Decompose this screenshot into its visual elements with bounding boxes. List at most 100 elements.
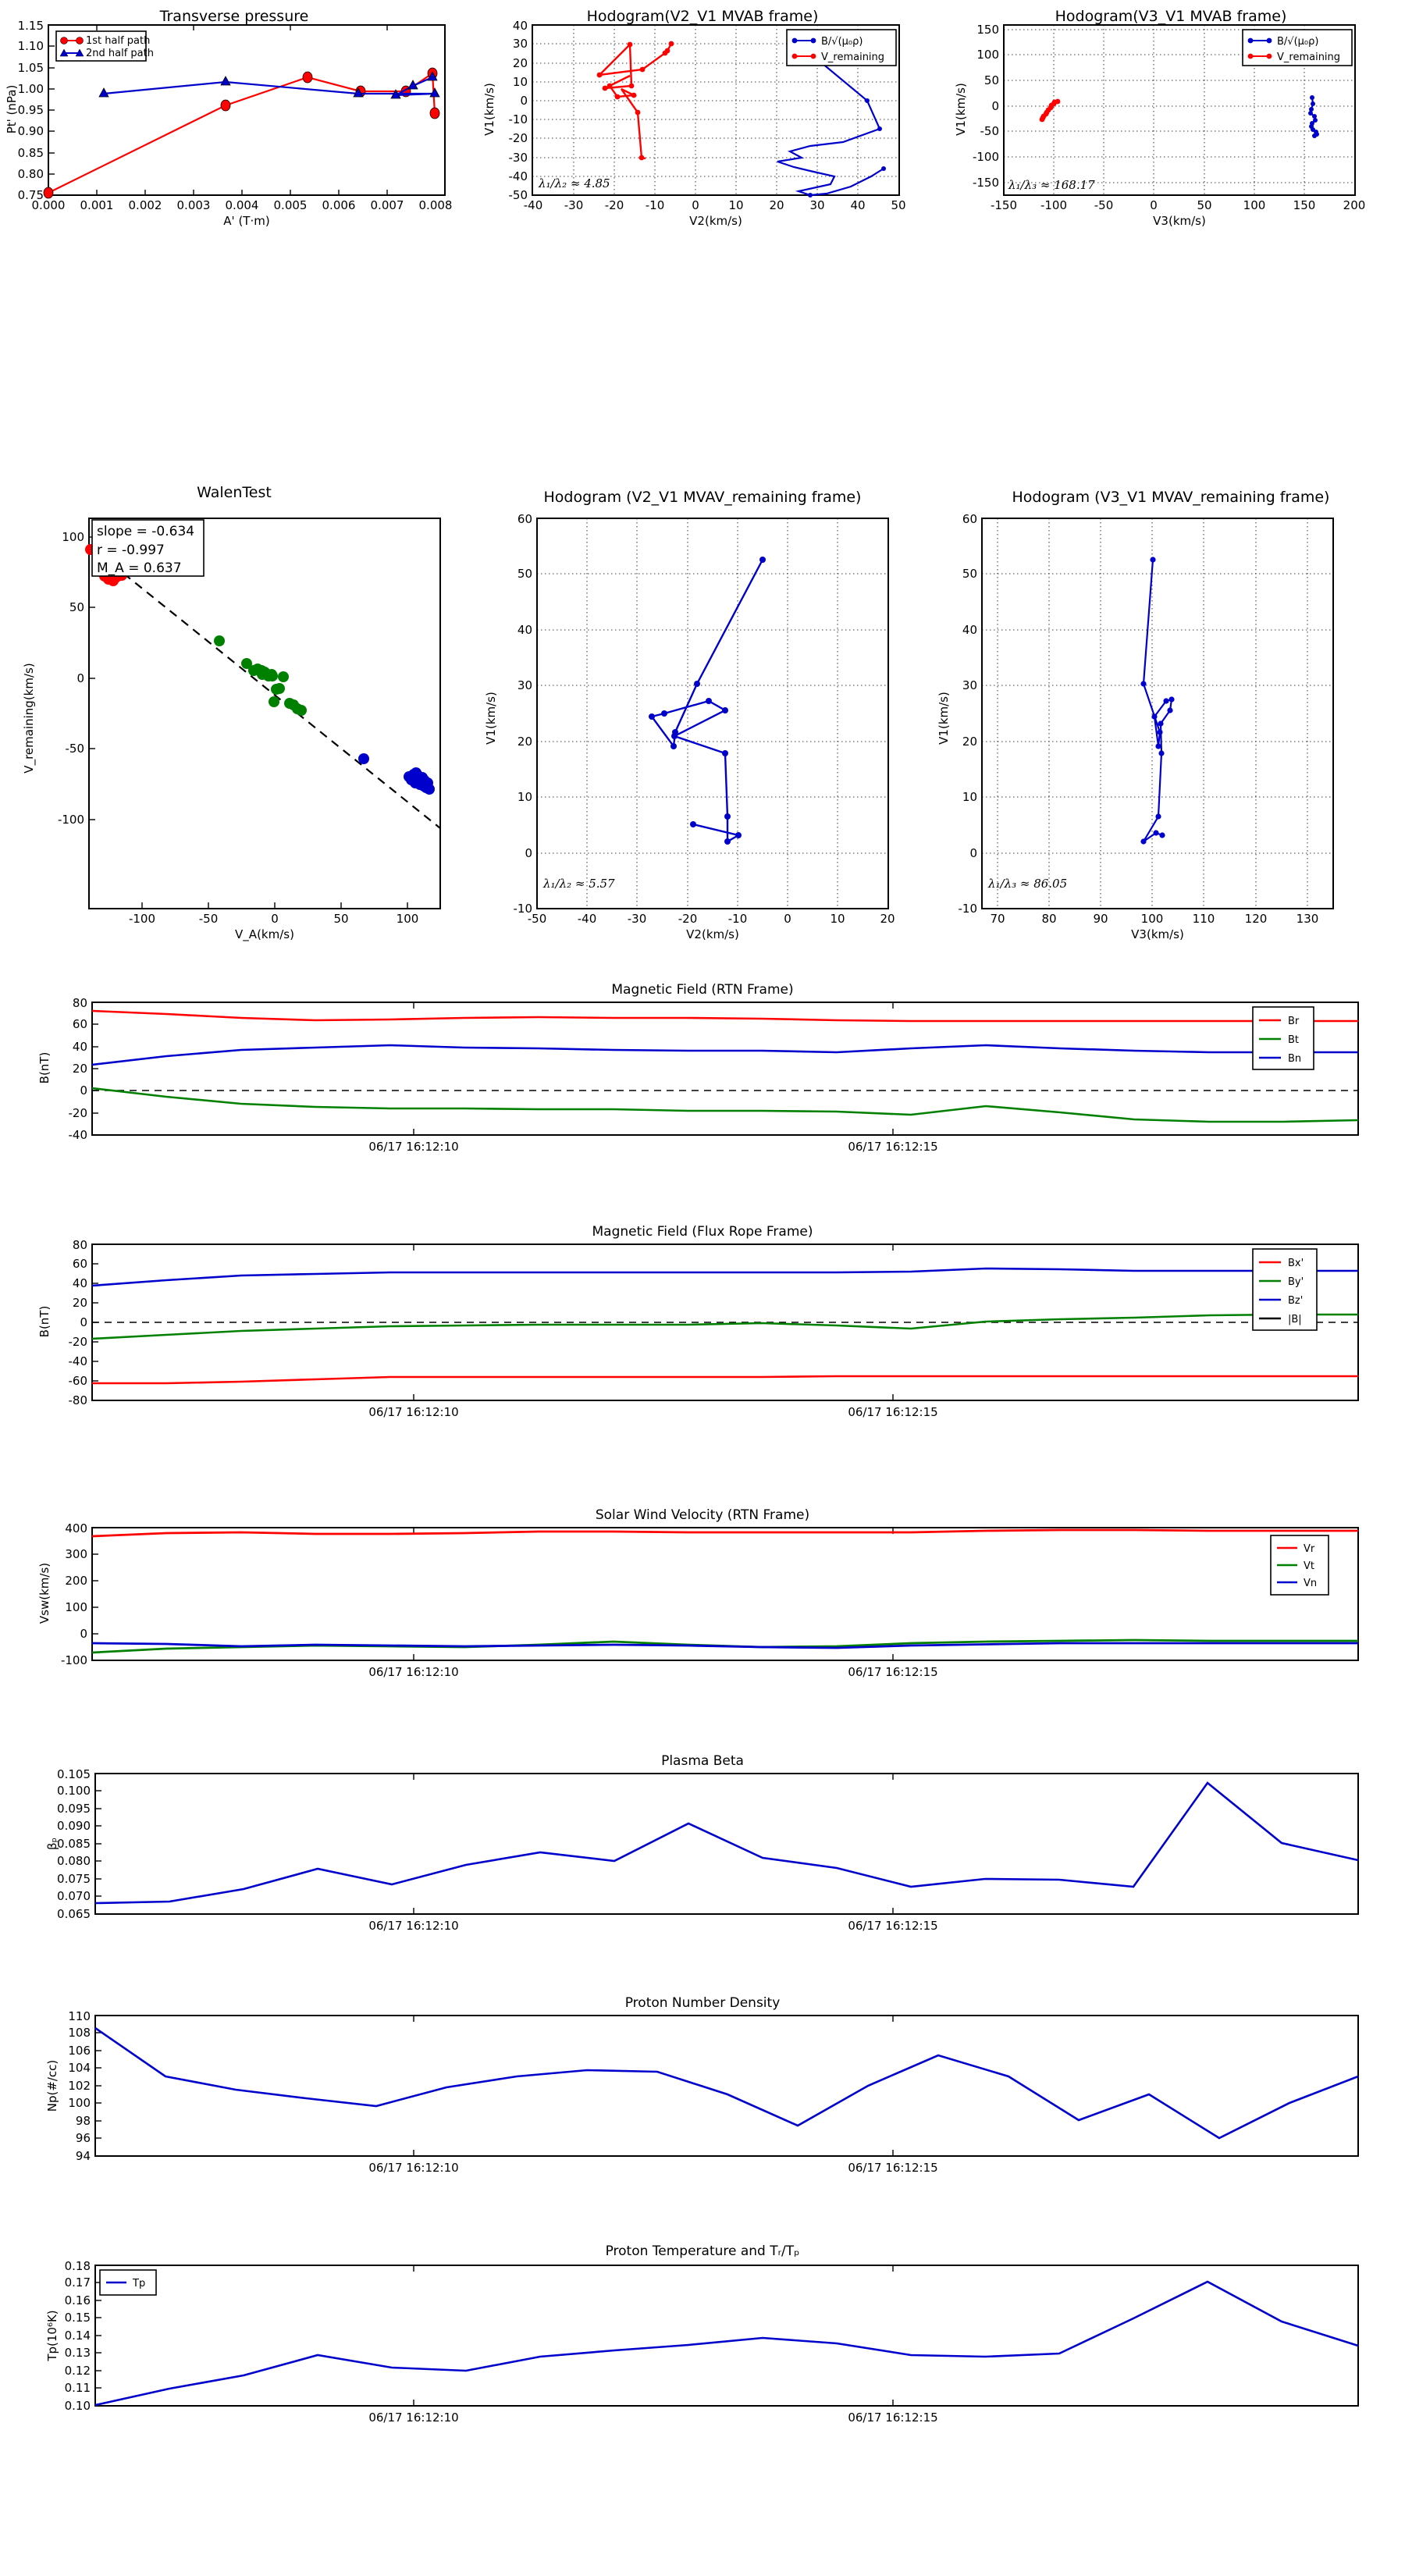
svg-text:10: 10 [518, 790, 532, 804]
x-tick-label-1: 06/17 16:12:10 [368, 2161, 458, 2175]
panel-proton-number-density: Proton Number Density 94 96 98 100 102 1… [0, 1991, 1405, 2209]
panel-hodogram-v3v1-mvavrem: Hodogram (V3_V1 MVAV_remaining frame) -1… [937, 468, 1405, 941]
svg-text:1.00: 1.00 [18, 82, 44, 96]
svg-text:-80: -80 [69, 1393, 88, 1407]
series-Bx [92, 1375, 1358, 1385]
eigenvalue-ratio-annotation: λ₁/λ₃ ≈ 168.17 [1008, 178, 1095, 192]
svg-text:0.006: 0.006 [322, 198, 356, 212]
y-axis-label: V1(km/s) [484, 692, 498, 745]
svg-text:20: 20 [518, 735, 532, 749]
svg-text:-150: -150 [991, 198, 1017, 212]
y-ticks: -100 -50 0 50 100 [58, 530, 84, 827]
svg-text:0.085: 0.085 [57, 1837, 91, 1851]
svg-text:0.070: 0.070 [57, 1889, 91, 1903]
y-tick-marks [48, 45, 55, 196]
svg-text:10: 10 [830, 912, 845, 926]
x-ticks: -40 -30 -20 -10 0 10 20 30 40 50 [524, 198, 906, 212]
svg-text:-20: -20 [678, 912, 698, 926]
walen-stats-box: slope = -0.634 r = -0.997 M_A = 0.637 [91, 519, 205, 577]
markers-B [1308, 95, 1319, 138]
svg-text:102: 102 [68, 2079, 91, 2093]
svg-text:60: 60 [962, 512, 977, 526]
svg-text:-10: -10 [728, 912, 748, 926]
svg-text:0.065: 0.065 [57, 1907, 91, 1921]
legend: Bx' By' Bz' |B| [1252, 1248, 1318, 1331]
legend-label-Bx: Bx' [1288, 1258, 1304, 1269]
series-V-remaining [596, 42, 673, 160]
svg-text:0.18: 0.18 [65, 2259, 91, 2273]
svg-text:-50: -50 [528, 912, 547, 926]
x-tick-marks [141, 902, 408, 909]
panel-proton-temperature: Proton Temperature and Tᵣ/Tₚ 0.10 0.11 0… [0, 2233, 1405, 2467]
walen-ma: M_A = 0.637 [97, 560, 182, 576]
legend-label-Bmag: |B| [1288, 1314, 1302, 1325]
plot-frame [536, 518, 889, 909]
legend-label-By: By' [1288, 1276, 1304, 1288]
svg-text:10: 10 [962, 790, 977, 804]
legend: Tp [99, 2269, 157, 2296]
svg-text:100: 100 [68, 2096, 91, 2110]
y-ticks: -10 0 10 20 30 40 50 60 [959, 512, 978, 916]
svg-text:0.80: 0.80 [18, 167, 44, 181]
markers-v-trace [1140, 557, 1175, 845]
svg-text:130: 130 [1297, 912, 1319, 926]
y-axis-label: V1(km/s) [954, 83, 968, 136]
plot-frame [91, 1002, 1359, 1136]
svg-text:20: 20 [880, 912, 895, 926]
y-ticks: 0.10 0.11 0.12 0.13 0.14 0.15 0.16 0.17 … [65, 2259, 91, 2413]
svg-text:0.13: 0.13 [65, 2346, 91, 2360]
y-axis-label: Tp(10⁶K) [45, 2310, 59, 2361]
svg-text:0.090: 0.090 [57, 1819, 91, 1833]
svg-text:200: 200 [1343, 198, 1366, 212]
x-tick-marks [96, 25, 388, 195]
y-ticks: -40 -20 0 20 40 60 80 [69, 996, 88, 1142]
svg-text:20: 20 [769, 198, 784, 212]
svg-text:-10: -10 [514, 902, 533, 916]
svg-text:0.95: 0.95 [18, 103, 44, 117]
magnetic-field-fluxrope-svg: -80 -60 -40 -20 0 20 40 60 80 06/1 [37, 1238, 1359, 1419]
svg-text:0.90: 0.90 [18, 124, 44, 138]
legend: Vr Vt Vn [1270, 1535, 1329, 1596]
legend: B/√(μ₀ρ) V_remaining [1242, 29, 1353, 66]
transverse-pressure-svg: 0.75 0.80 0.85 0.90 0.95 1.00 1.05 1.10 … [5, 19, 453, 228]
svg-text:-50: -50 [509, 188, 528, 202]
svg-text:-40: -40 [69, 1128, 88, 1142]
svg-text:40: 40 [73, 1040, 87, 1054]
svg-text:0.14: 0.14 [65, 2329, 91, 2343]
x-axis-label: V2(km/s) [689, 214, 742, 228]
x-tick-marks [413, 2016, 894, 2156]
svg-text:0.095: 0.095 [57, 1802, 91, 1816]
series-Br [91, 1009, 1358, 1023]
hodogram-v2v1-mvab-svg: -50 -40 -30 -20 -10 0 10 20 30 40 -40 -3… [482, 19, 906, 228]
svg-text:0.000: 0.000 [32, 198, 66, 212]
svg-text:0: 0 [76, 671, 84, 685]
legend-label-Tp: Tp [132, 2278, 145, 2290]
hodogram-v3v1-mvab-svg: -150 -100 -50 0 50 100 150 -150 -100 -50… [954, 23, 1366, 228]
panel-hodogram-v2v1-mvab: Hodogram(V2_V1 MVAB frame) -50 -40 -30 -… [468, 0, 937, 228]
x-tick-label-1: 06/17 16:12:10 [368, 1665, 458, 1679]
y-ticks: 94 96 98 100 102 104 106 108 110 [68, 2009, 91, 2163]
svg-text:-20: -20 [509, 131, 528, 145]
series-Bz [91, 1267, 1358, 1287]
svg-text:40: 40 [73, 1276, 87, 1290]
legend-label-Vt: Vt [1304, 1560, 1314, 1572]
grid [537, 518, 888, 909]
svg-text:-100: -100 [129, 912, 155, 926]
plot-frame [88, 518, 441, 909]
x-tick-marks [413, 1002, 894, 1135]
svg-text:-40: -40 [509, 169, 528, 183]
svg-text:0.008: 0.008 [419, 198, 453, 212]
svg-text:100: 100 [1141, 912, 1164, 926]
svg-text:100: 100 [65, 1600, 87, 1614]
legend: 1st half path 2nd half path [55, 30, 154, 62]
x-tick-label-1: 06/17 16:12:10 [368, 1140, 458, 1154]
svg-text:-40: -40 [524, 198, 543, 212]
svg-text:-50: -50 [66, 742, 85, 756]
hodogram-v3v1-mvavrem-svg: -10 0 10 20 30 40 50 60 70 80 90 100 110… [937, 512, 1334, 941]
x-tick-label-2: 06/17 16:12:15 [848, 1665, 937, 1679]
svg-text:0.003: 0.003 [177, 198, 211, 212]
svg-text:0.85: 0.85 [18, 146, 44, 160]
legend-label-Vrem: V_remaining [821, 52, 884, 63]
svg-text:60: 60 [73, 1017, 87, 1031]
markers-V-remaining [596, 41, 674, 161]
